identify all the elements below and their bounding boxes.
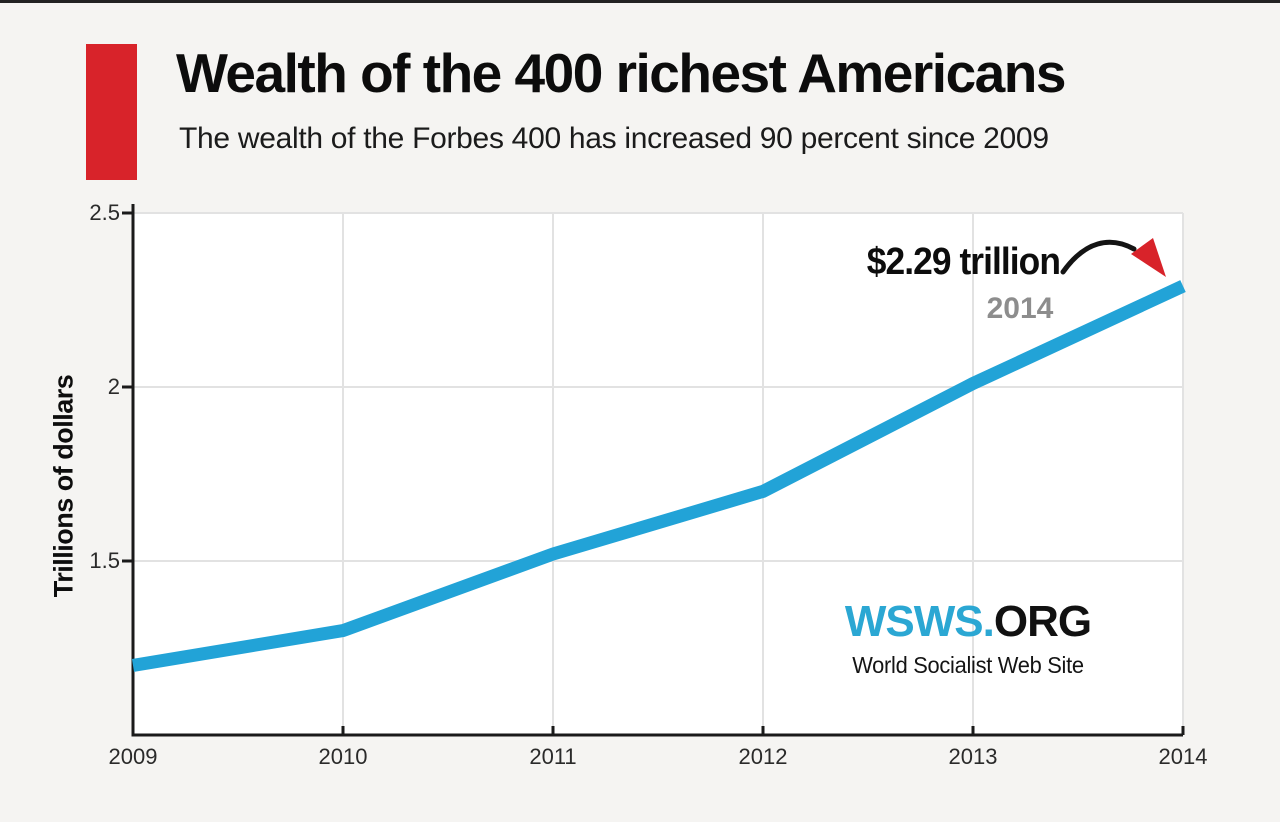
y-tick-label: 1.5 <box>89 548 120 573</box>
wsws-logo-secondary: ORG <box>993 597 1092 646</box>
top-strip <box>0 0 1280 3</box>
y-tick-label: 2 <box>107 374 120 399</box>
brand-block: WSWS.ORG World Socialist Web Site <box>813 600 1123 679</box>
annotation-value: $2.29 trillion <box>866 241 1061 283</box>
annotation-year: 2014 <box>986 292 1054 325</box>
x-tick-label: 2011 <box>529 744 577 769</box>
x-tick-label: 2010 <box>318 744 368 769</box>
brand-tagline: World Socialist Web Site <box>852 652 1084 678</box>
x-tick-label: 2013 <box>948 744 998 769</box>
x-tick-label: 2009 <box>108 744 158 769</box>
annotation-arrow-curve <box>1060 239 1137 275</box>
annotation-arrowhead-icon <box>1131 238 1166 277</box>
wsws-logo: WSWS.ORG <box>813 600 1123 644</box>
y-tick-label: 2.5 <box>89 200 120 225</box>
page-subtitle: The wealth of the Forbes 400 has increas… <box>179 122 1049 155</box>
red-accent-block <box>86 44 137 180</box>
x-tick-label: 2012 <box>738 744 788 769</box>
wsws-logo-primary: WSWS. <box>844 597 995 646</box>
page-title: Wealth of the 400 richest Americans <box>176 42 1066 104</box>
x-tick-label: 2014 <box>1158 744 1208 769</box>
